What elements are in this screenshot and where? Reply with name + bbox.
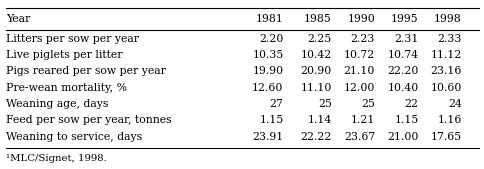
Text: 1998: 1998 [433,14,461,24]
Text: Litters per sow per year: Litters per sow per year [6,34,139,44]
Text: Pre-wean mortality, %: Pre-wean mortality, % [6,83,127,93]
Text: 1990: 1990 [347,14,374,24]
Text: 21.00: 21.00 [386,131,418,142]
Text: 17.65: 17.65 [430,131,461,142]
Text: 23.67: 23.67 [343,131,374,142]
Text: Year: Year [6,14,30,24]
Text: 27: 27 [269,99,283,109]
Text: 23.91: 23.91 [252,131,283,142]
Text: 1.21: 1.21 [350,115,374,125]
Text: 11.12: 11.12 [430,50,461,60]
Text: 2.23: 2.23 [350,34,374,44]
Text: 22: 22 [404,99,418,109]
Text: 2.33: 2.33 [437,34,461,44]
Text: 1995: 1995 [390,14,418,24]
Text: Weaning to service, days: Weaning to service, days [6,131,142,142]
Text: 24: 24 [447,99,461,109]
Text: ¹MLC/Signet, 1998.: ¹MLC/Signet, 1998. [6,154,107,163]
Text: 1.14: 1.14 [307,115,331,125]
Text: 1.15: 1.15 [259,115,283,125]
Text: 1981: 1981 [255,14,283,24]
Text: 2.25: 2.25 [307,34,331,44]
Text: 1985: 1985 [303,14,331,24]
Text: 2.20: 2.20 [258,34,283,44]
Text: 2.31: 2.31 [393,34,418,44]
Text: 19.90: 19.90 [252,66,283,76]
Text: Pigs reared per sow per year: Pigs reared per sow per year [6,66,166,76]
Text: 10.60: 10.60 [430,83,461,93]
Text: 22.22: 22.22 [300,131,331,142]
Text: 10.72: 10.72 [343,50,374,60]
Text: 11.10: 11.10 [300,83,331,93]
Text: Feed per sow per year, tonnes: Feed per sow per year, tonnes [6,115,171,125]
Text: 10.40: 10.40 [386,83,418,93]
Text: 12.60: 12.60 [252,83,283,93]
Text: 20.90: 20.90 [300,66,331,76]
Text: Weaning age, days: Weaning age, days [6,99,108,109]
Text: Live piglets per litter: Live piglets per litter [6,50,122,60]
Text: 10.35: 10.35 [252,50,283,60]
Text: 25: 25 [361,99,374,109]
Text: 22.20: 22.20 [386,66,418,76]
Text: 12.00: 12.00 [343,83,374,93]
Text: 25: 25 [317,99,331,109]
Text: 1.16: 1.16 [437,115,461,125]
Text: 23.16: 23.16 [430,66,461,76]
Text: 1.15: 1.15 [393,115,418,125]
Text: 10.42: 10.42 [300,50,331,60]
Text: 21.10: 21.10 [343,66,374,76]
Text: 10.74: 10.74 [387,50,418,60]
